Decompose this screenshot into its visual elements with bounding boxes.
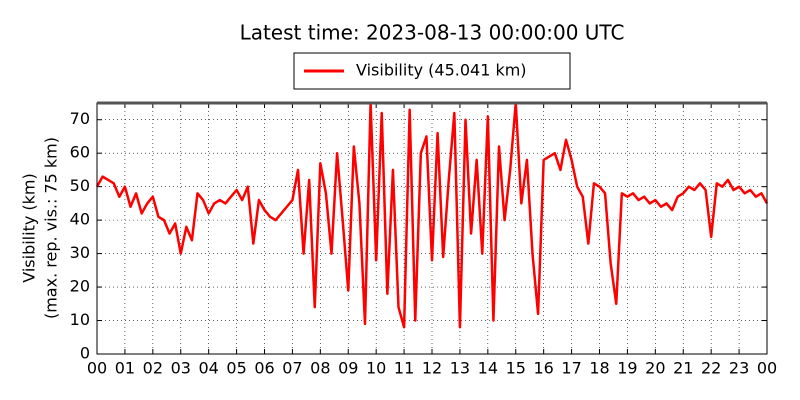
y-tick-label: 60 xyxy=(70,143,90,162)
x-tick-label: 19 xyxy=(617,359,637,378)
x-tick-label: 16 xyxy=(533,359,553,378)
x-tick-label: 09 xyxy=(338,359,358,378)
x-tick-label: 17 xyxy=(561,359,581,378)
y-tick-label: 40 xyxy=(70,210,90,229)
x-tick-label: 05 xyxy=(226,359,246,378)
x-tick-label: 08 xyxy=(310,359,330,378)
x-tick-label: 20 xyxy=(645,359,665,378)
y-axis-label: (max. rep. vis.: 75 km) xyxy=(42,137,61,319)
x-tick-label: 02 xyxy=(143,359,163,378)
x-tick-label: 00 xyxy=(757,359,777,378)
x-tick-label: 23 xyxy=(729,359,749,378)
legend-label: Visibility (45.041 km) xyxy=(356,61,527,80)
x-tick-label: 22 xyxy=(701,359,721,378)
x-tick-label: 21 xyxy=(673,359,693,378)
x-tick-label: 11 xyxy=(394,359,414,378)
y-tick-label: 20 xyxy=(70,277,90,296)
y-tick-label: 30 xyxy=(70,243,90,262)
plot-frame xyxy=(96,102,768,355)
legend: Visibility (45.041 km) xyxy=(293,52,571,90)
x-tick-label: 03 xyxy=(171,359,191,378)
y-tick-label: 10 xyxy=(70,310,90,329)
x-tick-label: 12 xyxy=(422,359,442,378)
x-tick-label: 00 xyxy=(87,359,107,378)
data-line xyxy=(95,101,769,329)
x-tick-label: 06 xyxy=(254,359,274,378)
y-axis-label: Visibility (km) xyxy=(20,173,39,282)
x-tick-label: 07 xyxy=(282,359,302,378)
x-tick-label: 04 xyxy=(198,359,218,378)
x-tick-label: 10 xyxy=(366,359,386,378)
y-tick-label: 50 xyxy=(70,176,90,195)
x-tick-label: 15 xyxy=(506,359,526,378)
y-tick-label: 0 xyxy=(80,344,90,363)
x-tick-label: 13 xyxy=(450,359,470,378)
y-tick-label: 70 xyxy=(70,109,90,128)
x-tick-label: 14 xyxy=(478,359,498,378)
x-tick-label: 01 xyxy=(115,359,135,378)
x-tick-label: 18 xyxy=(589,359,609,378)
chart-title: Latest time: 2023-08-13 00:00:00 UTC xyxy=(240,21,625,45)
